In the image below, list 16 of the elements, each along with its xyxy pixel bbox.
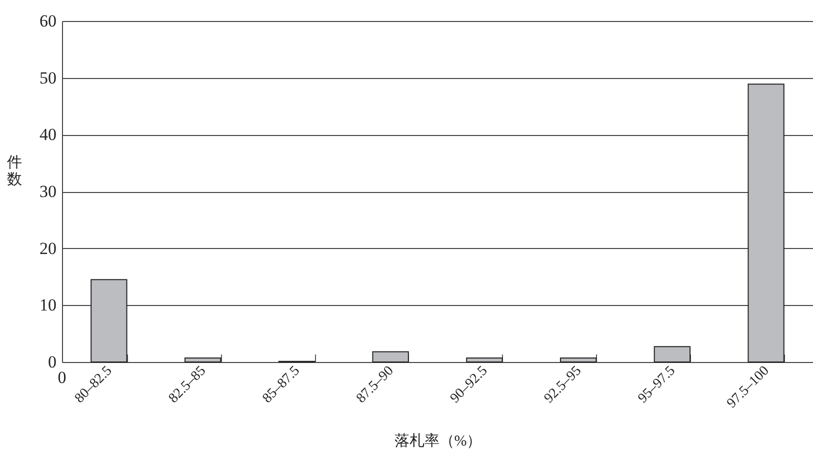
- bar: [654, 346, 691, 362]
- y-tick-label: 40: [40, 125, 56, 144]
- y-tick-label: 50: [40, 68, 56, 88]
- bar: [184, 358, 222, 362]
- y-axis-title: 件数: [7, 155, 22, 188]
- bar: [90, 279, 128, 362]
- y-tick-label: 0: [48, 352, 56, 372]
- y-tick-label: 30: [40, 182, 56, 201]
- y-tick-label: 10: [40, 296, 56, 315]
- y-tick-label: 20: [40, 238, 56, 258]
- bar: [466, 358, 503, 362]
- bar: [372, 351, 409, 362]
- bar: [560, 358, 597, 362]
- bar: [748, 84, 784, 362]
- y-tick-label: 60: [40, 12, 56, 30]
- x-axis-title: 落札率（%）: [394, 432, 482, 449]
